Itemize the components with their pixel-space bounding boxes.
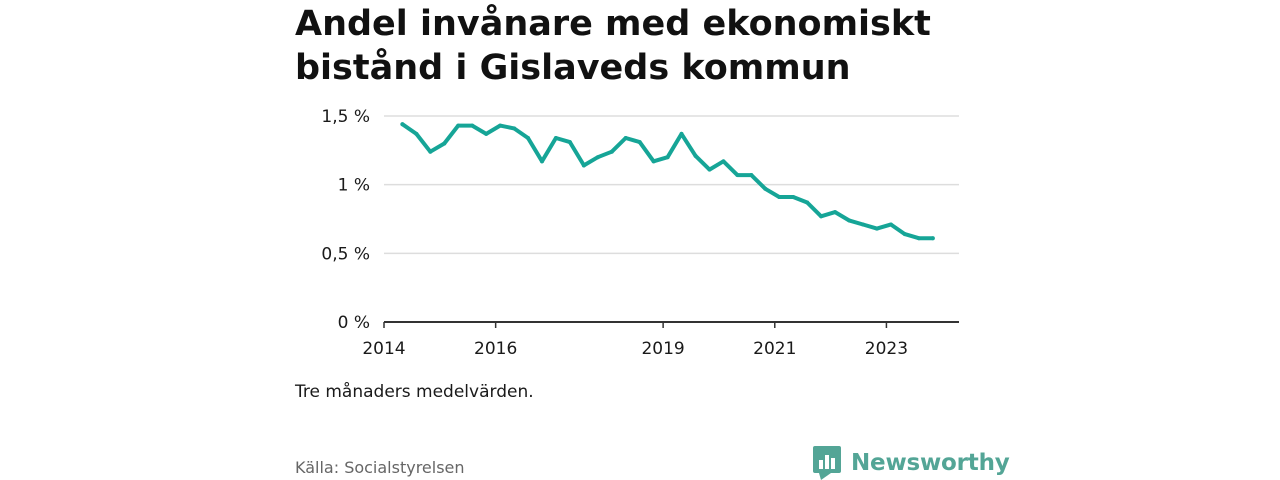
- x-axis-ticks: 2014 2016 2019 2021 2023: [362, 322, 908, 359]
- data-point: [484, 131, 489, 136]
- x-tick-label: 2023: [865, 339, 908, 359]
- series-line: [400, 122, 935, 241]
- y-axis-labels: 0 % 0,5 % 1 % 1,5 %: [321, 107, 370, 333]
- brand-logo[interactable]: Newsworthy: [813, 446, 1010, 480]
- data-point: [581, 163, 586, 168]
- brand-name: Newsworthy: [851, 450, 1010, 476]
- data-point: [637, 140, 642, 145]
- data-point: [874, 226, 879, 231]
- data-point: [763, 186, 768, 191]
- data-point: [539, 159, 544, 164]
- data-point: [567, 140, 572, 145]
- data-point: [805, 200, 810, 205]
- data-point: [847, 218, 852, 223]
- data-point: [595, 155, 600, 160]
- series-layer: [400, 122, 935, 241]
- data-point: [902, 232, 907, 237]
- y-tick-label: 0,5 %: [321, 244, 370, 264]
- data-point: [749, 173, 754, 178]
- chart-note: Tre månaders medelvärden.: [295, 382, 534, 402]
- data-point: [400, 122, 405, 127]
- data-point: [651, 159, 656, 164]
- data-point: [930, 236, 935, 241]
- y-tick-label: 1 %: [338, 176, 370, 196]
- data-point: [553, 135, 558, 140]
- data-point: [442, 141, 447, 146]
- data-point: [679, 131, 684, 136]
- data-point: [833, 210, 838, 215]
- data-point: [609, 149, 614, 154]
- data-point: [860, 222, 865, 227]
- data-point: [693, 153, 698, 158]
- y-tick-label: 1,5 %: [321, 107, 370, 127]
- chart-title: Andel invånare med ekonomiskt bistånd i …: [295, 4, 931, 88]
- data-point: [623, 135, 628, 140]
- data-point: [470, 123, 475, 128]
- data-point: [512, 126, 517, 131]
- gridlines: [384, 115, 959, 255]
- data-point: [526, 135, 531, 140]
- data-point: [665, 155, 670, 160]
- x-tick-label: 2019: [641, 339, 684, 359]
- data-point: [916, 236, 921, 241]
- data-point: [707, 167, 712, 172]
- newsworthy-logo-icon: [813, 446, 841, 480]
- data-point: [428, 149, 433, 154]
- y-tick-label: 0 %: [338, 313, 370, 333]
- x-tick-label: 2021: [753, 339, 796, 359]
- x-tick-label: 2014: [362, 339, 405, 359]
- data-point: [777, 195, 782, 200]
- source-text: Källa: Socialstyrelsen: [295, 458, 465, 477]
- data-point: [721, 159, 726, 164]
- data-point: [498, 123, 503, 128]
- data-point: [735, 173, 740, 178]
- x-tick-label: 2016: [474, 339, 517, 359]
- data-point: [888, 222, 893, 227]
- data-point: [819, 214, 824, 219]
- data-point: [414, 131, 419, 136]
- data-point: [456, 123, 461, 128]
- data-point: [791, 195, 796, 200]
